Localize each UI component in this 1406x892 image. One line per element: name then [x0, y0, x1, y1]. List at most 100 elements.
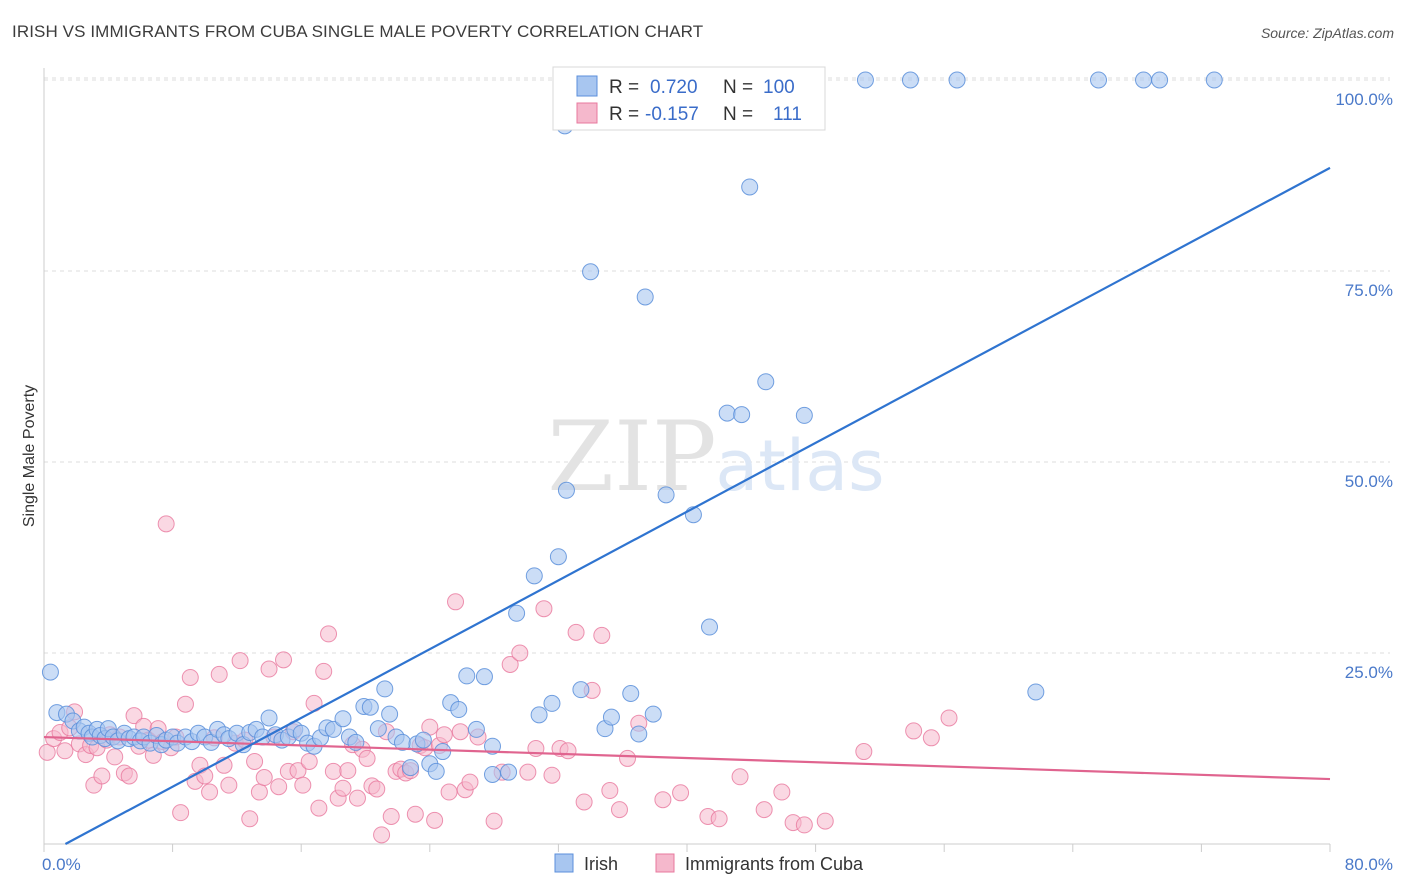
cuba-point	[368, 780, 386, 798]
x-tick-labels: 0.0% 80.0%	[42, 855, 1393, 874]
cuba-point	[406, 805, 424, 823]
watermark-zip: ZIP	[547, 401, 716, 513]
legend-swatch-cuba	[576, 102, 598, 124]
bottom-legend-label-cuba: Immigrants from Cuba	[685, 854, 864, 874]
irish-point	[622, 684, 640, 702]
bottom-legend-swatch-irish	[554, 853, 574, 873]
irish-point	[475, 668, 493, 686]
y-tick-label: 50.0%	[1345, 472, 1393, 491]
cuba-point	[125, 707, 143, 725]
irish-point	[41, 663, 59, 681]
top-legend: R = 0.720 N = 100 R = -0.157 N = 111	[552, 66, 826, 131]
irish-point	[701, 618, 719, 636]
irish-point	[1151, 71, 1169, 89]
legend-r-label-cuba: R =	[609, 104, 639, 125]
irish-point	[657, 486, 675, 504]
irish-point	[718, 404, 736, 422]
y-tick-label: 25.0%	[1345, 663, 1393, 682]
cuba-point	[382, 807, 400, 825]
irish-trend-line	[64, 166, 1331, 845]
cuba-point	[559, 742, 577, 760]
cuba-trend-line	[43, 735, 1331, 781]
cuba-point	[181, 668, 199, 686]
source-label: Source: ZipAtlas.com	[1260, 25, 1394, 41]
irish-point	[741, 178, 759, 196]
cuba-point	[120, 767, 138, 785]
y-tick-labels: 25.0% 50.0% 75.0% 100.0%	[1335, 90, 1393, 682]
cuba-point	[440, 783, 458, 801]
y-axis-title: Single Male Poverty	[21, 385, 38, 527]
irish-point	[381, 705, 399, 723]
cuba-point	[511, 644, 529, 662]
cuba-point	[294, 776, 312, 794]
cuba-point	[519, 763, 537, 781]
irish-point	[856, 71, 874, 89]
cuba-point	[461, 773, 479, 791]
cuba-point	[260, 660, 278, 678]
cuba-point	[922, 729, 940, 747]
cuba-point	[270, 778, 288, 796]
series-irish-points	[41, 71, 1223, 783]
cuba-point	[56, 742, 74, 760]
irish-point	[543, 694, 561, 712]
irish-point	[757, 373, 775, 391]
cuba-point	[255, 769, 273, 787]
cuba-point	[172, 804, 190, 822]
irish-point	[525, 567, 543, 585]
cuba-point	[241, 810, 259, 828]
x-tick-label: 0.0%	[42, 855, 81, 874]
cuba-point	[231, 652, 249, 670]
watermark: ZIP atlas	[547, 401, 884, 513]
cuba-point	[773, 783, 791, 801]
irish-point	[1090, 71, 1108, 89]
irish-point	[1135, 71, 1153, 89]
irish-point	[795, 406, 813, 424]
irish-point	[948, 71, 966, 89]
bottom-legend-label-irish: Irish	[584, 854, 618, 874]
irish-point	[334, 710, 352, 728]
cuba-point	[601, 782, 619, 800]
cuba-point	[567, 623, 585, 641]
cuba-point	[451, 723, 469, 741]
cuba-point	[320, 625, 338, 643]
cuba-point	[855, 743, 873, 761]
bottom-legend-swatch-cuba	[655, 853, 675, 873]
legend-r-label-irish: R =	[609, 77, 639, 98]
irish-point	[636, 288, 654, 306]
cuba-point	[619, 749, 637, 767]
y-tick-label: 100.0%	[1335, 90, 1393, 109]
legend-n-label-irish: N =	[723, 77, 753, 98]
cuba-point	[324, 762, 342, 780]
cuba-point	[201, 783, 219, 801]
cuba-point	[246, 752, 264, 770]
irish-point	[483, 765, 501, 783]
irish-point	[901, 71, 919, 89]
irish-point	[557, 481, 575, 499]
irish-point	[500, 763, 518, 781]
bottom-legend: Irish Immigrants from Cuba	[554, 853, 864, 874]
cuba-point	[334, 779, 352, 797]
irish-point	[549, 548, 567, 566]
cuba-point	[358, 749, 376, 767]
irish-point	[376, 680, 394, 698]
cuba-point	[731, 768, 749, 786]
irish-point	[260, 709, 278, 727]
legend-n-label-cuba: N =	[723, 104, 753, 125]
cuba-point	[593, 626, 611, 644]
legend-n-value-cuba: 111	[773, 104, 802, 125]
irish-point	[450, 701, 468, 719]
irish-point	[582, 263, 600, 281]
irish-point	[530, 706, 548, 724]
cuba-point	[447, 593, 465, 611]
legend-swatch-irish	[576, 75, 598, 97]
cuba-point	[176, 695, 194, 713]
irish-point	[467, 720, 485, 738]
cuba-point	[339, 762, 357, 780]
cuba-point	[93, 767, 111, 785]
cuba-point	[535, 600, 553, 618]
cuba-point	[710, 810, 728, 828]
cuba-point	[610, 801, 628, 819]
irish-point	[733, 406, 751, 424]
irish-point	[1205, 71, 1223, 89]
legend-r-value-cuba: -0.157	[645, 104, 699, 125]
